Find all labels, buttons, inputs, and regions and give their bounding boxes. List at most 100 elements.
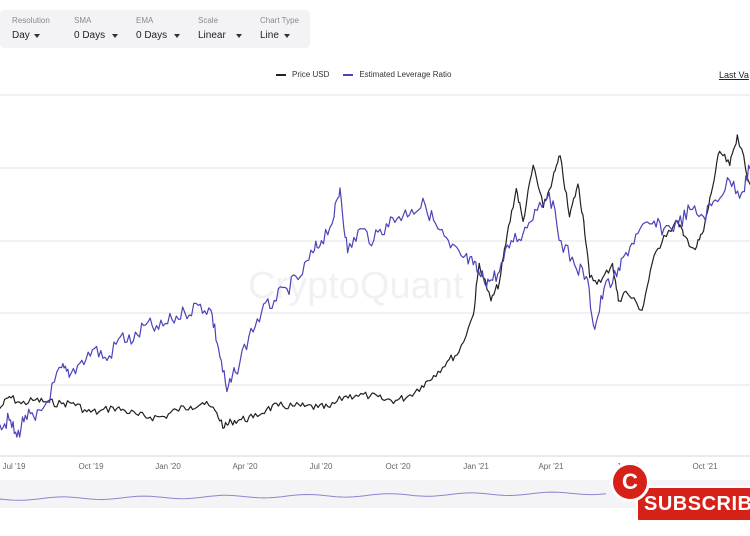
leverage-ratio-point xyxy=(248,335,250,337)
channel-logo-icon: C xyxy=(610,462,650,502)
x-tick-label: Oct '21 xyxy=(692,462,718,471)
price-usd-point xyxy=(34,399,37,401)
chart-type-select[interactable]: Chart Type Line xyxy=(248,10,310,48)
price-usd-point xyxy=(8,396,10,398)
leverage-ratio-point xyxy=(741,192,743,194)
last-value-link[interactable]: Last Va xyxy=(719,70,749,80)
leverage-ratio-point xyxy=(93,347,96,349)
leverage-ratio-point xyxy=(226,390,228,393)
price-usd-point xyxy=(0,407,1,409)
price-usd-point xyxy=(214,410,216,412)
price-usd-point xyxy=(682,234,685,236)
leverage-ratio-point xyxy=(106,359,108,361)
legend-item-leverage[interactable]: Estimated Leverage Ratio xyxy=(343,70,451,79)
leverage-ratio-point xyxy=(217,347,220,349)
price-usd-point xyxy=(252,417,254,419)
price-usd-point xyxy=(625,290,627,293)
price-usd-point xyxy=(175,409,177,411)
leverage-ratio-point xyxy=(145,323,147,326)
leverage-ratio-point xyxy=(462,256,464,258)
subscribe-button[interactable]: SUBSCRIB xyxy=(636,486,750,522)
price-usd-point xyxy=(663,234,665,236)
price-usd-point xyxy=(223,426,225,429)
leverage-ratio-point xyxy=(522,232,524,235)
series-layer xyxy=(0,134,750,438)
x-tick-label: Jul '19 xyxy=(3,462,26,471)
leverage-ratio-point xyxy=(312,252,314,254)
x-tick-label: Jan '20 xyxy=(155,462,181,471)
price-usd-point xyxy=(490,300,492,302)
price-usd-point xyxy=(124,410,126,412)
price-usd-point xyxy=(472,314,474,316)
price-usd-point xyxy=(710,192,712,194)
leverage-ratio-point xyxy=(385,223,387,225)
leverage-ratio-point xyxy=(158,328,160,330)
leverage-ratio-point xyxy=(273,299,275,302)
price-usd-point xyxy=(317,406,319,408)
leverage-ratio-point xyxy=(286,287,288,290)
price-usd-point xyxy=(729,164,731,166)
price-usd-point xyxy=(600,281,602,283)
resolution-label: Resolution xyxy=(12,16,50,25)
price-usd-point xyxy=(86,411,88,413)
price-usd-point xyxy=(20,403,22,405)
leverage-ratio-point xyxy=(625,252,627,254)
price-usd-point xyxy=(112,406,114,408)
leverage-ratio-point xyxy=(24,414,26,416)
leverage-ratio-point xyxy=(729,180,731,182)
x-tick-label: Jul '20 xyxy=(310,462,333,471)
price-usd-point xyxy=(641,309,643,311)
price-usd-point xyxy=(552,178,554,180)
leverage-ratio-point xyxy=(689,208,691,211)
ema-select[interactable]: EMA 0 Days xyxy=(124,10,186,48)
x-tick-label: Oct '20 xyxy=(385,462,411,471)
price-usd-point xyxy=(498,281,500,283)
resolution-select[interactable]: Resolution Day xyxy=(0,10,62,48)
price-usd-point xyxy=(589,276,591,279)
subscribe-overlay[interactable]: C SUBSCRIB xyxy=(610,462,750,528)
leverage-ratio-point xyxy=(61,366,63,369)
x-tick-label: Apr '20 xyxy=(232,462,258,471)
leverage-ratio-point xyxy=(359,228,361,230)
price-usd-point xyxy=(137,414,139,416)
leverage-ratio-point xyxy=(472,264,474,266)
chevron-down-icon xyxy=(284,34,290,38)
sma-select[interactable]: SMA 0 Days xyxy=(62,10,124,48)
leverage-ratio-point xyxy=(81,359,83,361)
leverage-ratio-point xyxy=(132,340,134,342)
price-usd-point xyxy=(355,394,357,396)
chart-type-value: Line xyxy=(260,30,279,41)
leverage-ratio-point xyxy=(651,223,653,225)
price-usd-point xyxy=(190,405,192,407)
price-usd-point xyxy=(651,262,653,265)
leverage-ratio-point xyxy=(510,240,512,242)
price-usd-point xyxy=(506,234,508,236)
x-tick-label: Jan '21 xyxy=(463,462,489,471)
leverage-ratio-point xyxy=(548,192,550,194)
price-usd-point xyxy=(568,216,571,218)
ema-label: EMA xyxy=(136,16,154,25)
leverage-ratio-point xyxy=(585,276,587,278)
price-usd-point xyxy=(266,408,268,410)
chevron-down-icon xyxy=(112,34,118,38)
x-axis: Jul '19 Oct '19 Jan '20 Apr '20 Jul '20 Oct '… xyxy=(3,462,719,471)
legend-item-price[interactable]: Price USD xyxy=(276,70,329,79)
price-usd-point xyxy=(478,262,480,265)
leverage-ratio-point xyxy=(184,311,186,314)
price-usd-point xyxy=(522,220,524,222)
leverage-ratio-point xyxy=(0,424,1,426)
price-usd-point xyxy=(149,416,151,418)
leverage-ratio-line xyxy=(0,164,750,438)
leverage-ratio-point xyxy=(534,208,536,211)
leverage-ratio-point xyxy=(339,187,341,189)
price-usd-point xyxy=(542,206,544,208)
price-usd-point xyxy=(329,406,331,408)
price-usd-point xyxy=(61,403,63,405)
price-usd-point xyxy=(421,385,423,387)
scale-select[interactable]: Scale Linear xyxy=(186,10,248,48)
leverage-ratio-point xyxy=(480,276,482,278)
price-usd-point xyxy=(446,361,448,363)
leverage-ratio-point xyxy=(437,228,439,230)
price-usd-point xyxy=(719,150,721,152)
